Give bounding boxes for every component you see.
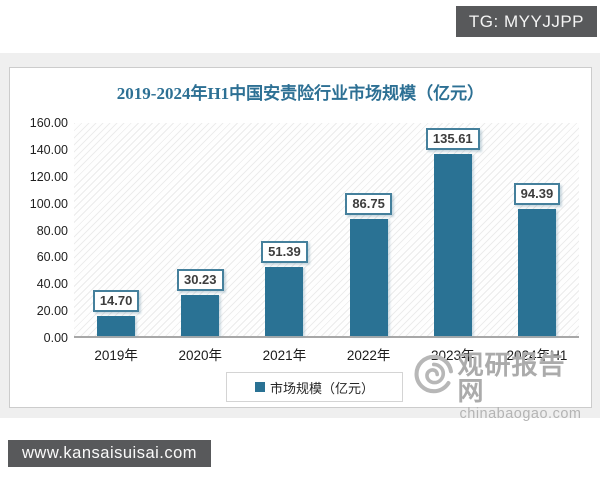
bar: [349, 219, 388, 336]
y-tick-label: 120.00: [29, 169, 68, 184]
chart-title: 2019-2024年H1中国安责险行业市场规模（亿元）: [116, 84, 485, 103]
bar-group: 51.39: [242, 123, 326, 336]
x-tick-label: 2023年: [431, 348, 475, 363]
plot-area: 14.70 30.23 51.39 86.75 135.61 94.39: [74, 123, 579, 338]
bar-group: 135.61: [411, 123, 495, 336]
y-tick-label: 20.00: [36, 304, 68, 319]
chart-panel: 2019-2024年H1中国安责险行业市场规模（亿元） 0.00 20.00 40.…: [9, 67, 592, 422]
bar-group: 30.23: [158, 123, 242, 336]
chart-legend: 市场规模（亿元）: [226, 372, 403, 402]
bar-group: 86.75: [327, 123, 411, 336]
bar: [181, 295, 220, 336]
y-tick-label: 0.00: [43, 331, 68, 345]
x-axis-labels: 2019年 2020年 2021年 2022年 2023年 2024年H1: [74, 344, 579, 364]
x-tick-label: 2022年: [346, 348, 391, 363]
bar-value-label: 86.75: [345, 193, 392, 216]
y-tick-label: 160.00: [29, 116, 68, 130]
bar: [97, 316, 136, 336]
y-tick-label: 140.00: [29, 142, 68, 157]
bar-value-label: 30.23: [176, 269, 224, 292]
tg-contact-label: TG: MYYJJPP: [468, 12, 584, 31]
site-url-badge: www.kansaisuisai.com: [8, 440, 212, 467]
y-tick-label: 60.00: [36, 250, 68, 265]
x-tick-label: 2021年: [262, 348, 307, 363]
y-tick-label: 100.00: [29, 196, 68, 211]
legend-swatch: [254, 382, 265, 392]
bar-value-label: 94.39: [513, 183, 561, 206]
bar-value-label: 14.70: [92, 290, 140, 313]
y-axis: 0.00 20.00 40.00 60.00 80.00 100.00 120.00 140.…: [10, 116, 68, 345]
x-tick-label: 2024年H1: [506, 348, 568, 363]
bar: [517, 209, 556, 336]
x-tick-label: 2019年: [94, 348, 138, 363]
bar: [265, 266, 304, 336]
y-tick-label: 80.00: [36, 223, 68, 238]
bar-group: 14.70: [74, 123, 158, 336]
y-tick-label: 40.00: [36, 277, 68, 292]
legend-label: 市场规模（亿元）: [269, 380, 374, 396]
x-tick-label: 2020年: [178, 348, 223, 363]
tg-contact-badge: TG: MYYJJPP: [455, 6, 597, 37]
bar: [433, 153, 472, 336]
bar-group: 94.39: [495, 123, 579, 336]
site-url-label: www.kansaisuisai.com: [22, 444, 198, 462]
bar-value-label: 135.61: [425, 127, 480, 150]
bar-value-label: 51.39: [261, 240, 308, 263]
